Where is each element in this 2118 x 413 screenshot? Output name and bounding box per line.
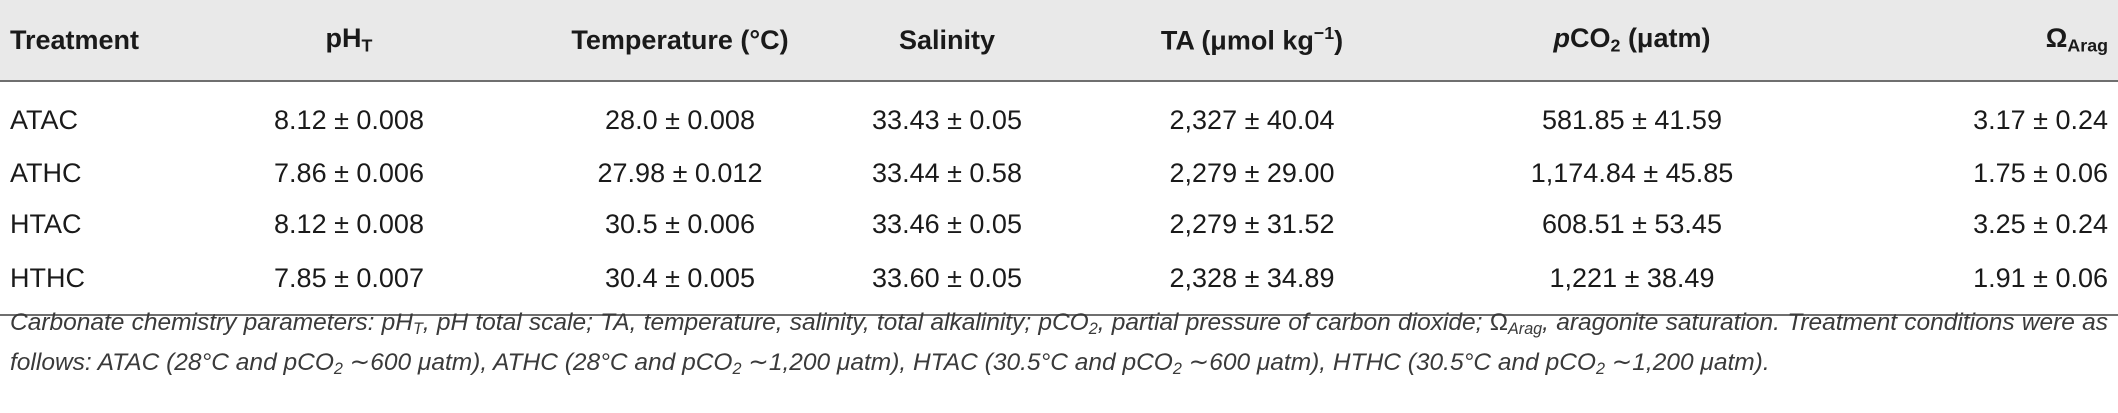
header-pco2: pCO2 (μatm): [1462, 0, 1802, 82]
table-row: HTHC 7.85 ± 0.007 30.4 ± 0.005 33.60 ± 0…: [0, 250, 2118, 315]
cell-ta: 2,279 ± 31.52: [1169, 209, 1335, 239]
header-ta: TA (μmol kg−1): [1042, 0, 1462, 82]
cell-temperature: 30.5 ± 0.006: [605, 209, 755, 239]
cell-salinity: 33.60 ± 0.05: [872, 262, 1022, 293]
cell-treatment: HTAC: [10, 209, 82, 239]
cell-pco2: 608.51 ± 53.45: [1542, 209, 1722, 239]
table-row: HTAC 8.12 ± 0.008 30.5 ± 0.006 33.46 ± 0…: [0, 199, 2118, 250]
header-omega-arag: ΩArag: [1802, 0, 2118, 82]
table-container: Treatment pHT Temperature (°C) Salinity …: [0, 0, 2118, 315]
cell-salinity: 33.43 ± 0.05: [872, 104, 1022, 135]
cell-ta: 2,279 ± 29.00: [1169, 158, 1335, 188]
cell-ta: 2,328 ± 34.89: [1169, 262, 1335, 293]
cell-temperature: 28.0 ± 0.008: [605, 104, 755, 135]
cell-treatment: HTHC: [10, 262, 85, 293]
header-treatment: Treatment: [0, 0, 190, 82]
cell-ph: 8.12 ± 0.008: [274, 104, 424, 135]
cell-pco2: 1,174.84 ± 45.85: [1530, 158, 1734, 188]
cell-treatment: ATAC: [10, 104, 79, 135]
cell-ph: 8.12 ± 0.008: [274, 209, 424, 239]
cell-ph: 7.85 ± 0.007: [274, 262, 424, 293]
header-ph: pHT: [190, 0, 508, 82]
cell-salinity: 33.44 ± 0.58: [872, 158, 1022, 188]
cell-treatment: ATHC: [10, 158, 82, 188]
cell-omega-arag: 3.17 ± 0.24: [1973, 104, 2108, 135]
cell-temperature: 27.98 ± 0.012: [597, 158, 763, 188]
table-row: ATAC 8.12 ± 0.008 28.0 ± 0.008 33.43 ± 0…: [0, 81, 2118, 148]
header-temperature: Temperature (°C): [508, 0, 852, 82]
cell-omega-arag: 3.25 ± 0.24: [1973, 209, 2108, 239]
cell-temperature: 30.4 ± 0.005: [605, 262, 755, 293]
cell-omega-arag: 1.75 ± 0.06: [1973, 158, 2108, 188]
table-caption: Carbonate chemistry parameters: pHT, pH …: [10, 309, 2108, 379]
cell-ph: 7.86 ± 0.006: [274, 158, 424, 188]
cell-pco2: 581.85 ± 41.59: [1542, 104, 1722, 135]
table-row: ATHC 7.86 ± 0.006 27.98 ± 0.012 33.44 ± …: [0, 148, 2118, 199]
cell-pco2: 1,221 ± 38.49: [1549, 262, 1715, 293]
cell-omega-arag: 1.91 ± 0.06: [1973, 262, 2108, 293]
header-row: Treatment pHT Temperature (°C) Salinity …: [0, 0, 2118, 82]
data-table: Treatment pHT Temperature (°C) Salinity …: [0, 0, 2118, 315]
cell-salinity: 33.46 ± 0.05: [872, 209, 1022, 239]
header-salinity: Salinity: [852, 0, 1042, 82]
cell-ta: 2,327 ± 40.04: [1169, 104, 1335, 135]
